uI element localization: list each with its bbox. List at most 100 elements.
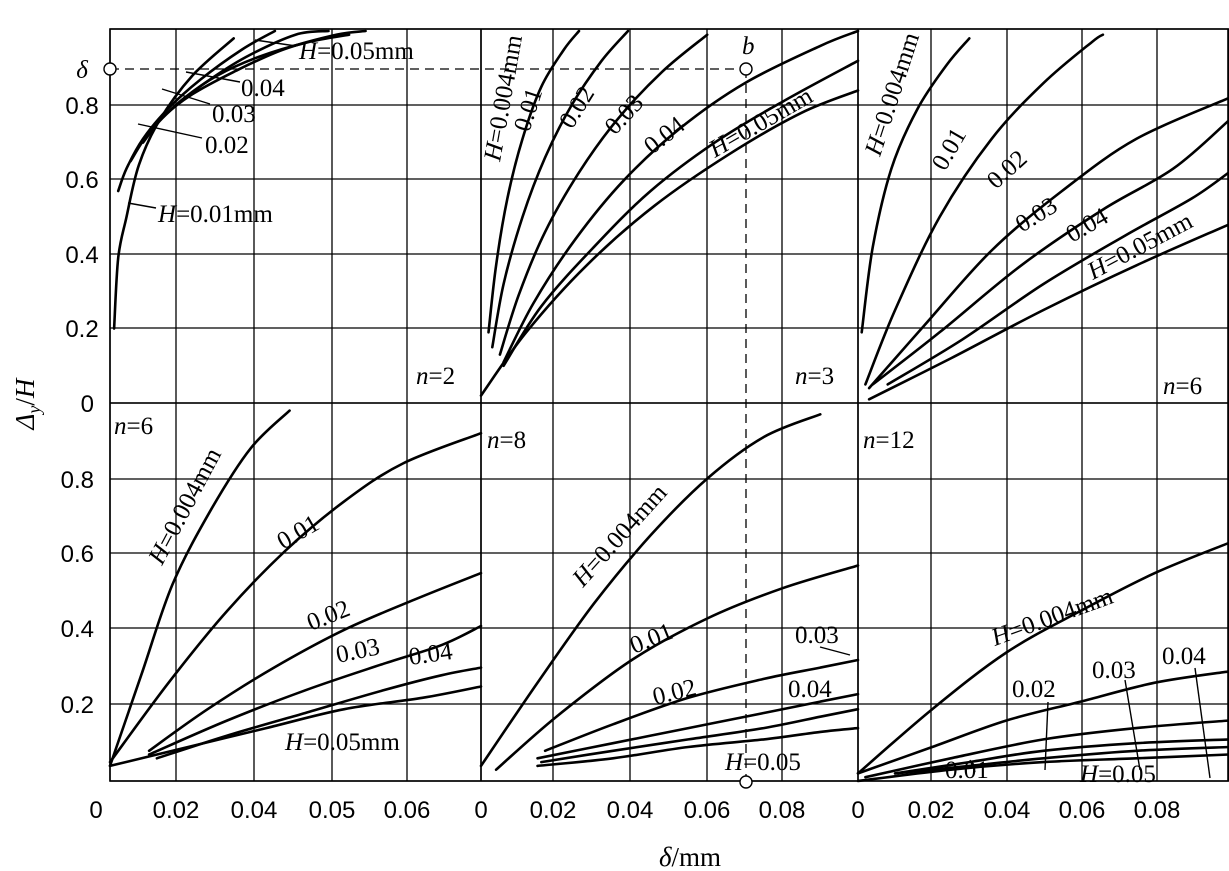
panel-label-n12: n=12 xyxy=(863,427,915,454)
label-leader xyxy=(1194,667,1211,779)
curve-n6_bottom-0 xyxy=(108,409,291,768)
curve-n8-1 xyxy=(494,564,860,771)
series-label-n2-2: 0.03 xyxy=(212,101,256,128)
series-label-n8-3: 0.03 xyxy=(795,622,839,649)
curve-n6_top-3 xyxy=(871,119,1229,386)
label-leader xyxy=(254,39,297,47)
curve-n8-3 xyxy=(536,692,860,760)
curve-n12-4 xyxy=(893,745,1229,775)
y-tick-label: 0.8 xyxy=(65,93,98,120)
label-leader xyxy=(185,71,241,83)
y-axis-title: Δy/H xyxy=(10,377,44,430)
y-tick-label: 0.2 xyxy=(65,316,98,343)
series-label-n6_bottom-2: 0.02 xyxy=(303,595,354,636)
curve-n6_top-2 xyxy=(867,96,1229,390)
y-tick-label: 0.4 xyxy=(65,242,98,269)
series-label-n6_top-3: 0.03 xyxy=(1011,192,1062,238)
series-label-n12-3: 0.03 xyxy=(1092,657,1136,684)
curve-n2-4 xyxy=(158,33,351,122)
x-tick-label: 0 xyxy=(89,797,102,824)
series-label-n12-4: 0.04 xyxy=(1162,643,1206,670)
x-tick-label: 0.05 xyxy=(309,797,356,824)
curve-n8-2 xyxy=(543,658,860,753)
curve-n3-4 xyxy=(502,59,860,368)
series-label-n6_bottom-5: H=0.05mm xyxy=(284,729,400,756)
label-leader xyxy=(137,123,203,139)
x-tick-label: 0 xyxy=(474,797,487,824)
curve-n12-3 xyxy=(893,738,1229,775)
series-label-n8-5: H=0.05 xyxy=(724,749,801,776)
series-label-n6_top-1: 0.01 xyxy=(927,124,972,175)
plot-frame xyxy=(109,28,1229,782)
series-label-n6_bottom-1: 0.01 xyxy=(273,510,324,555)
series-label-n2-4: H=0.05mm xyxy=(298,38,414,65)
reference-marker-bottom xyxy=(739,775,753,789)
panel-label-n2: n=2 xyxy=(416,363,455,390)
series-label-n12-5: H=0.05 xyxy=(1079,761,1156,788)
series-label-n2-1: 0.02 xyxy=(205,132,249,159)
series-label-n8-4: 0.04 xyxy=(788,676,832,703)
curve-n6_top-4 xyxy=(886,171,1229,386)
series-label-n6_top-4: 0.04 xyxy=(1062,203,1114,249)
curve-n6_bottom-1 xyxy=(108,431,483,764)
series-label-n6_top-2: 0.02 xyxy=(982,145,1033,194)
series-label-n6_bottom-0: H=0.004mm xyxy=(143,443,227,569)
curve-n3-2 xyxy=(498,33,709,356)
x-tick-label: 0.08 xyxy=(1134,797,1181,824)
curve-n3-5 xyxy=(479,89,860,397)
x-tick-label: 0.04 xyxy=(607,797,654,824)
curve-n8-4 xyxy=(540,707,860,764)
y-tick-label: 0 xyxy=(81,391,94,418)
series-label-n8-2: 0.02 xyxy=(650,674,699,711)
x-tick-label: 0.04 xyxy=(231,797,278,824)
y-tick-label: 0.6 xyxy=(61,541,94,568)
label-leader xyxy=(1044,701,1049,771)
curve-n12-5 xyxy=(856,753,1229,783)
curve-n12-2 xyxy=(864,719,1229,779)
curve-n6_bottom-4 xyxy=(155,666,483,760)
y-tick-label: 0.8 xyxy=(61,467,94,494)
series-label-n6_bottom-4: 0.04 xyxy=(407,638,455,671)
series-label-n2-0: H=0.01mm xyxy=(157,201,273,228)
series-label-n6_top-0: H=0.004mm xyxy=(860,29,925,160)
label-leader xyxy=(969,759,976,773)
label-layer: H=0.01mm0.020.030.04H=0.05mmH=0.004mm0.0… xyxy=(103,29,1211,789)
curve-layer xyxy=(108,29,1229,783)
curve-n12-0 xyxy=(856,541,1229,775)
series-label-n8-1: 0.01 xyxy=(626,618,677,659)
curve-n6_bottom-2 xyxy=(147,571,483,753)
x-tick-label: 0.04 xyxy=(984,797,1031,824)
curve-n6_bottom-3 xyxy=(147,624,483,756)
x-tick-label: 0.02 xyxy=(153,797,200,824)
curve-n3-3 xyxy=(502,29,860,364)
series-label-n12-2: 0.02 xyxy=(1012,676,1056,703)
reference-marker-b xyxy=(739,62,753,76)
curve-n3-0 xyxy=(487,29,581,334)
x-tick-label: 0.02 xyxy=(908,797,955,824)
curve-n3-1 xyxy=(491,29,630,349)
curve-n6_top-5 xyxy=(867,223,1229,401)
x-tick-label: 0.06 xyxy=(1059,797,1106,824)
label-leader xyxy=(819,646,851,656)
panel-label-n6_bottom: n=6 xyxy=(114,413,153,440)
series-label-n3-5: H=0.05mm xyxy=(704,82,818,164)
curve-n6_top-0 xyxy=(860,37,971,334)
series-label-n8-0: H=0.004mm xyxy=(567,479,673,593)
y-tick-label: 0.4 xyxy=(61,616,94,643)
x-tick-label: 0.06 xyxy=(384,797,431,824)
y-tick-label-delta: δ xyxy=(76,57,88,84)
y-tick-label: 0.6 xyxy=(65,167,98,194)
y-tick-label: 0.2 xyxy=(61,692,94,719)
series-label-n6_bottom-3: 0.03 xyxy=(334,633,382,669)
label-leader xyxy=(127,202,157,209)
panel-label-n6_top: n=6 xyxy=(1163,373,1202,400)
x-tick-label: 0.02 xyxy=(530,797,577,824)
x-tick-label: 0.06 xyxy=(684,797,731,824)
curve-n8-0 xyxy=(479,413,822,768)
label-leader xyxy=(1124,679,1141,771)
series-label-n3-4: 0.04 xyxy=(639,111,690,160)
curve-n6_bottom-5 xyxy=(108,685,483,768)
series-label-n2-3: 0.04 xyxy=(241,75,285,102)
